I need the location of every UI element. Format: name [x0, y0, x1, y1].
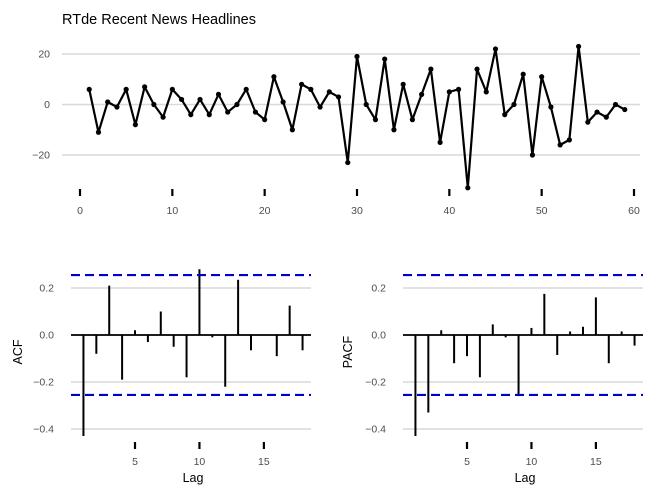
data-point: [317, 104, 323, 110]
data-point: [206, 112, 212, 118]
y-tick-label: 0: [44, 99, 50, 111]
y-tick-label: 0.2: [371, 283, 386, 295]
data-point: [243, 86, 249, 92]
y-tick-label: −0.4: [365, 424, 386, 436]
data-point: [428, 66, 434, 72]
data-point: [326, 89, 332, 95]
data-point: [529, 152, 536, 158]
pacf-panel: 0.2 0.0 −0.2 −0.4 5 10 15 Lag PACF: [341, 273, 643, 485]
data-point: [142, 84, 148, 90]
data-point: [474, 66, 480, 72]
data-point: [612, 101, 619, 108]
data-point: [225, 109, 231, 115]
data-point: [492, 46, 499, 52]
x-axis-label: Lag: [515, 471, 536, 485]
data-point: [391, 127, 397, 133]
x-tick-label: 5: [132, 456, 138, 468]
x-tick-label: 5: [464, 456, 470, 468]
y-tick-label: 0.0: [39, 330, 54, 342]
data-point: [437, 139, 443, 145]
data-point: [502, 112, 508, 118]
data-point: [548, 104, 554, 110]
x-axis-label: Lag: [183, 471, 204, 485]
data-point: [114, 104, 120, 110]
data-point: [105, 99, 111, 105]
data-point: [622, 106, 628, 113]
acf-panel: 0.2 0.0 −0.2 −0.4 5 10 15 Lag ACF: [11, 269, 311, 485]
y-tick-label: 20: [38, 49, 50, 61]
data-point: [465, 185, 471, 191]
data-point: [215, 91, 222, 97]
data-point: [280, 99, 286, 105]
data-point: [539, 74, 545, 80]
data-point: [234, 101, 240, 108]
data-point: [169, 86, 175, 92]
y-tick-label: 0.0: [371, 330, 386, 342]
data-point: [151, 101, 157, 108]
y-tick-label: −0.4: [33, 424, 54, 436]
data-point: [252, 109, 259, 115]
y-axis-label: ACF: [11, 339, 25, 364]
data-point: [372, 117, 379, 123]
data-point: [400, 81, 406, 87]
data-point: [86, 86, 92, 92]
y-axis-label: PACF: [341, 335, 355, 368]
series-line: [88, 45, 626, 189]
x-tick-label: 30: [351, 205, 363, 217]
data-point: [123, 86, 129, 92]
x-tick-label: 0: [77, 205, 83, 217]
data-point: [95, 129, 102, 135]
data-point: [409, 117, 415, 123]
y-tick-label: 0.2: [39, 283, 54, 295]
y-tick-label: −0.2: [365, 377, 386, 389]
time-series-panel: 20 0 −20 0 10 20 30 40 50 60: [32, 43, 640, 217]
data-point: [262, 117, 268, 123]
x-tick-label: 60: [628, 205, 640, 217]
data-point: [289, 127, 295, 133]
data-point: [160, 114, 166, 120]
data-point: [382, 56, 388, 62]
data-point: [557, 142, 563, 148]
data-point: [446, 89, 452, 95]
data-point: [335, 94, 342, 100]
x-tick-label: 10: [526, 456, 538, 468]
data-point: [594, 109, 600, 115]
data-point: [354, 53, 360, 60]
data-point: [520, 71, 526, 77]
x-tick-label: 10: [166, 205, 178, 217]
data-point: [566, 137, 572, 143]
x-tick-label: 10: [194, 456, 206, 468]
data-point: [308, 86, 314, 92]
data-point: [345, 159, 351, 166]
x-tick-label: 50: [536, 205, 548, 217]
chart-title: RTde Recent News Headlines: [62, 12, 256, 28]
data-point: [511, 101, 517, 108]
data-point: [132, 122, 138, 128]
data-point: [576, 43, 582, 50]
data-point: [419, 91, 425, 97]
x-tick-label: 20: [259, 205, 271, 217]
data-point: [455, 86, 462, 92]
data-point: [363, 101, 369, 108]
x-tick-label: 15: [258, 456, 270, 468]
data-point: [178, 96, 185, 103]
x-tick-label: 15: [590, 456, 602, 468]
y-tick-label: −0.2: [33, 377, 54, 389]
data-point: [271, 74, 277, 80]
data-point: [483, 89, 489, 95]
data-point: [299, 81, 305, 87]
data-point: [197, 96, 203, 103]
y-tick-label: −20: [32, 150, 50, 162]
data-point: [603, 114, 609, 120]
data-point: [188, 112, 194, 118]
x-tick-label: 40: [443, 205, 455, 217]
data-point: [585, 119, 591, 125]
